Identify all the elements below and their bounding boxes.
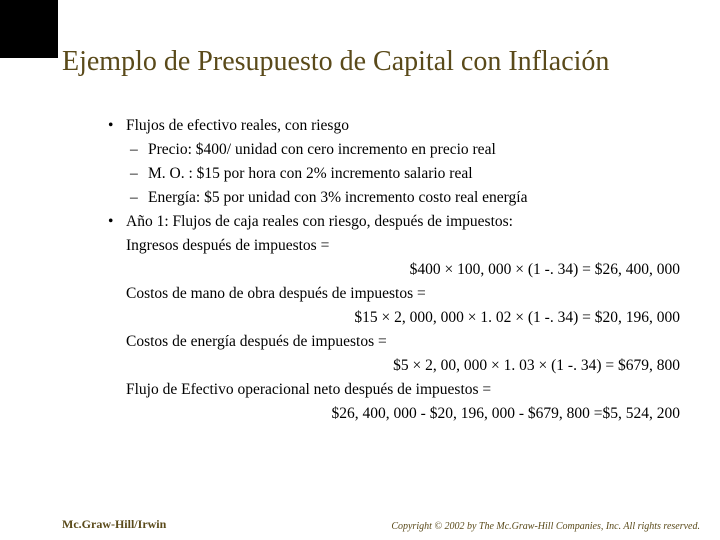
- calc-ingresos: $400 × 100, 000 × (1 -. 34) = $26, 400, …: [108, 258, 690, 282]
- bullet-2: Año 1: Flujos de caja reales con riesgo,…: [108, 210, 690, 234]
- bullet-1c: Energía: $5 por unidad con 3% incremento…: [108, 186, 690, 210]
- line-energia: Costos de energía después de impuestos =: [108, 330, 690, 354]
- calc-neto: $26, 400, 000 - $20, 196, 000 - $679, 80…: [108, 402, 690, 426]
- line-mo: Costos de mano de obra después de impues…: [108, 282, 690, 306]
- calc-energia: $5 × 2, 00, 000 × 1. 03 × (1 -. 34) = $6…: [108, 354, 690, 378]
- line-ingresos: Ingresos después de impuestos =: [108, 234, 690, 258]
- copyright: Copyright © 2002 by The Mc.Graw-Hill Com…: [391, 521, 700, 532]
- bullet-1: Flujos de efectivo reales, con riesgo: [108, 114, 690, 138]
- bullet-1b: M. O. : $15 por hora con 2% incremento s…: [108, 162, 690, 186]
- calc-mo: $15 × 2, 000, 000 × 1. 02 × (1 -. 34) = …: [108, 306, 690, 330]
- slide-title: Ejemplo de Presupuesto de Capital con In…: [0, 24, 720, 92]
- page-number: 7-20: [0, 0, 720, 24]
- footer: Mc.Graw-Hill/Irwin Copyright © 2002 by T…: [0, 517, 720, 532]
- bullet-1a: Precio: $400/ unidad con cero incremento…: [108, 138, 690, 162]
- publisher: Mc.Graw-Hill/Irwin: [62, 517, 166, 532]
- content-area: Flujos de efectivo reales, con riesgo Pr…: [0, 92, 720, 426]
- corner-box: [0, 0, 58, 58]
- line-neto: Flujo de Efectivo operacional neto despu…: [108, 378, 690, 402]
